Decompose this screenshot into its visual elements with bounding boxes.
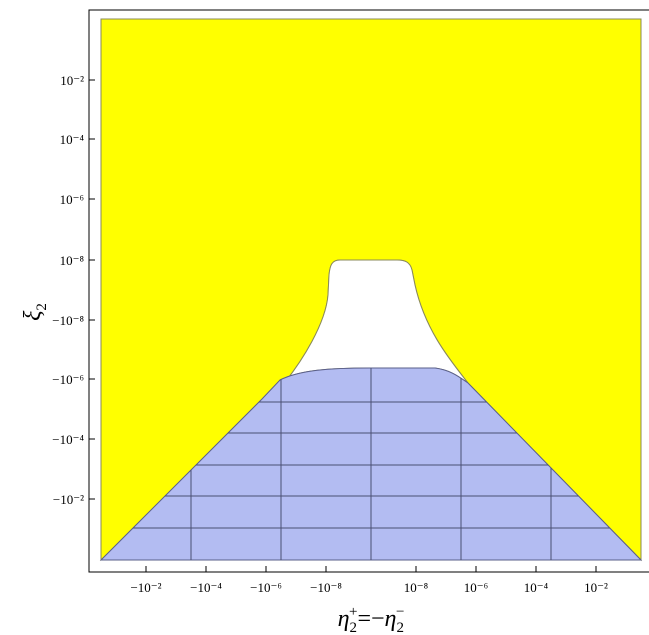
x-tick-label: 10⁻⁴ bbox=[524, 580, 549, 595]
y-tick-label: 10⁻⁴ bbox=[60, 132, 85, 147]
y-tick-label: 10⁻⁸ bbox=[60, 253, 85, 268]
y-axis-title: ξ2 bbox=[20, 303, 50, 321]
x-tick-label: −10⁻² bbox=[130, 580, 161, 595]
y-tick-label: −10⁻⁸ bbox=[52, 313, 84, 328]
plot-area bbox=[99, 18, 643, 562]
x-tick-label: −10⁻⁸ bbox=[310, 580, 342, 595]
y-tick-label: 10⁻² bbox=[60, 73, 84, 88]
x-tick-label: −10⁻⁶ bbox=[250, 580, 282, 595]
x-tick-label: −10⁻⁴ bbox=[190, 580, 222, 595]
y-tick-label: 10⁻⁶ bbox=[60, 192, 84, 207]
x-axis: −10⁻² −10⁻⁴ −10⁻⁶ −10⁻⁸ 10⁻⁸ 10⁻⁶ 10⁻⁴ 10⁻² bbox=[130, 566, 608, 595]
y-tick-label: −10⁻² bbox=[53, 492, 84, 507]
y-axis: 10⁻² 10⁻⁴ 10⁻⁶ 10⁻⁸ −10⁻⁸ −10⁻⁶ −10⁻⁴ −10⁻² bbox=[52, 73, 95, 507]
x-tick-label: 10⁻² bbox=[584, 580, 608, 595]
x-axis-title: η2+=−η2− bbox=[338, 604, 405, 635]
y-tick-label: −10⁻⁴ bbox=[52, 432, 84, 447]
y-tick-label: −10⁻⁶ bbox=[52, 372, 84, 387]
x-tick-label: 10⁻⁶ bbox=[464, 580, 488, 595]
x-tick-label: 10⁻⁸ bbox=[404, 580, 429, 595]
